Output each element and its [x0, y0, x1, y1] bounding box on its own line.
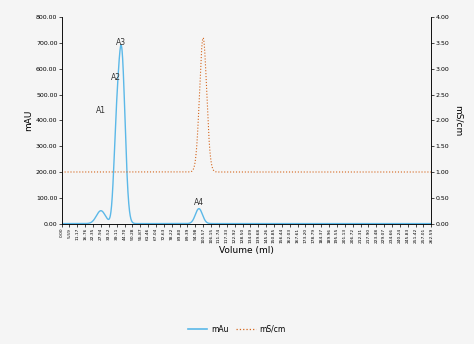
Text: A1: A1 [96, 106, 106, 115]
Y-axis label: mS/cm: mS/cm [454, 105, 463, 136]
Text: A4: A4 [194, 198, 204, 207]
Legend: mAu, mS/cm: mAu, mS/cm [185, 322, 289, 337]
X-axis label: Volume (ml): Volume (ml) [219, 246, 274, 255]
Y-axis label: mAU: mAU [24, 110, 33, 131]
Text: A2: A2 [111, 73, 121, 82]
Text: A3: A3 [117, 38, 127, 47]
